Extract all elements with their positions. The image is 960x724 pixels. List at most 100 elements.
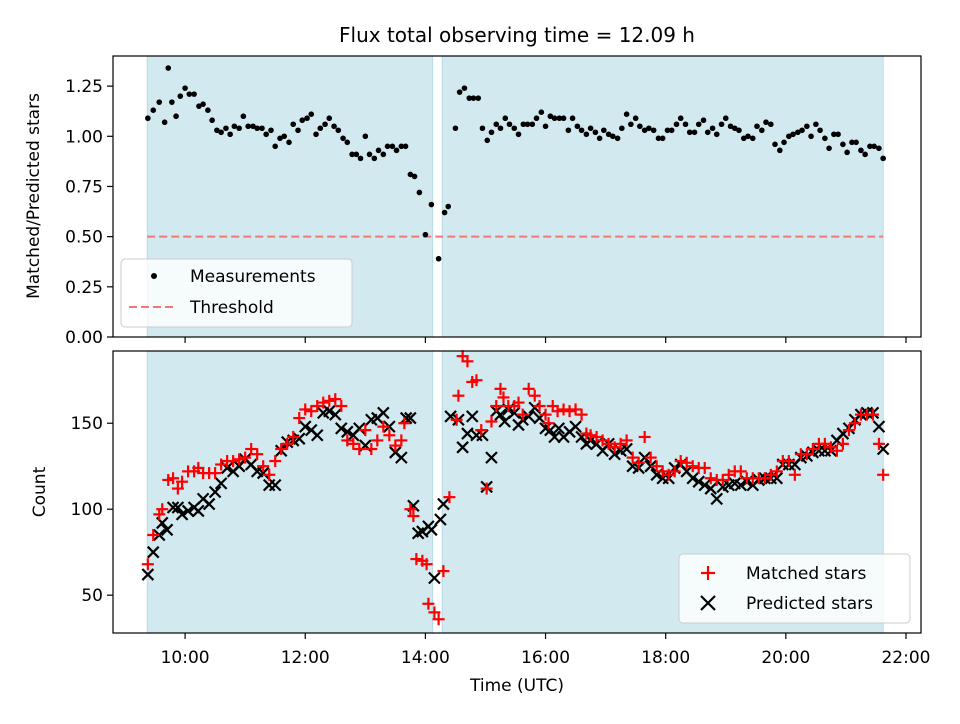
matched-star-point (539, 408, 552, 421)
predicted-star-point (456, 441, 469, 454)
measurement-point (551, 115, 558, 122)
measurement-point (497, 125, 504, 132)
measurement-point (281, 133, 288, 140)
matched-star-point (490, 400, 503, 413)
measurement-point (822, 135, 828, 142)
measurement-point (362, 133, 369, 140)
predicted-star-point (425, 523, 438, 537)
predicted-star-point (377, 406, 390, 420)
measurement-point (407, 171, 414, 178)
y-tick-label: 0.75 (65, 177, 103, 197)
matched-star-point (596, 434, 609, 447)
predicted-star-point (328, 408, 342, 421)
predicted-star-point (256, 466, 270, 480)
predicted-star-point (166, 501, 180, 514)
measurement-point (763, 119, 769, 126)
matched-star-point (626, 451, 639, 464)
predicted-star-point (710, 492, 724, 506)
measurement-point (268, 127, 274, 134)
x-tick-label: 16:00 (521, 648, 570, 668)
predicted-star-point (437, 497, 450, 511)
y-tick-label: 150 (71, 414, 103, 434)
predicted-star-point (181, 504, 195, 518)
measurement-point (632, 115, 639, 122)
matched-star-point (287, 430, 300, 443)
measurement-point (538, 109, 545, 115)
y-tick-label: 0.25 (65, 278, 103, 298)
x-axis-label: Time (UTC) (469, 676, 564, 696)
matched-star-point (470, 374, 483, 387)
matched-star-point (584, 429, 597, 442)
predicted-star-point (552, 422, 566, 435)
bottom-x-ticks: 10:00 12:00 14:00 16:00 18:00 20:00 22:00 (161, 633, 930, 668)
measurement-point (150, 107, 157, 113)
matched-star-point (335, 400, 348, 413)
measurement-point (876, 145, 882, 152)
measurement-point (637, 123, 643, 130)
measurement-point (322, 121, 328, 128)
matched-star-point (450, 413, 463, 426)
measurement-point (569, 115, 576, 122)
measurement-point (214, 127, 220, 134)
matched-star-point (311, 400, 324, 413)
measurement-point (165, 65, 172, 71)
matched-star-point (614, 437, 627, 450)
measurement-point (435, 255, 442, 262)
measurement-point (461, 85, 468, 91)
measurement-point (704, 129, 711, 136)
measurement-point (156, 99, 163, 105)
matched-star-point (167, 472, 180, 485)
measurement-point (826, 145, 832, 152)
measurement-point (313, 131, 319, 138)
matched-star-point (782, 455, 795, 468)
measurement-point (731, 125, 738, 132)
top-legend-box (120, 258, 353, 328)
measurement-point (452, 125, 459, 132)
matched-star-point (533, 400, 546, 413)
legend-matched-label: Matched stars (746, 564, 866, 584)
measurement-point (601, 127, 607, 134)
measurement-point (700, 117, 707, 124)
measurement-point (416, 189, 423, 196)
matched-star-point (848, 417, 861, 430)
matched-star-point (551, 405, 564, 418)
measurement-point (520, 121, 527, 128)
measurement-point (502, 115, 509, 122)
measurement-point (713, 131, 720, 138)
measurement-point (173, 113, 179, 120)
measurement-point (610, 133, 616, 140)
measurement-point (259, 125, 265, 132)
matched-star-point (722, 468, 735, 481)
predicted-star-point (692, 475, 706, 488)
predicted-star-point (465, 410, 479, 423)
measurement-point (380, 151, 387, 158)
measurement-point (375, 147, 382, 154)
matched-star-point (516, 408, 529, 421)
measurement-point (349, 151, 355, 158)
observing-interval (146, 350, 434, 634)
matched-star-point (872, 437, 885, 450)
measurement-point (272, 143, 279, 150)
matched-star-point (359, 424, 372, 437)
measurement-point (263, 131, 269, 138)
y-tick-label: 1.00 (65, 127, 103, 147)
matched-star-point (410, 553, 423, 566)
matched-star-point (557, 403, 570, 416)
measurement-point (727, 123, 734, 130)
matched-star-point (461, 355, 474, 368)
bottom-axes-frame (112, 350, 922, 634)
matched-star-point (141, 558, 154, 571)
measurement-point (673, 121, 680, 128)
matched-star-point (299, 403, 312, 416)
matched-star-point (263, 468, 276, 481)
measurement-point (686, 129, 693, 136)
predicted-star-point (395, 451, 408, 464)
y-tick-label: 50 (81, 586, 103, 606)
matched-star-point (818, 437, 831, 450)
measurement-point (722, 115, 729, 122)
matched-star-point (347, 437, 360, 450)
matched-star-point (758, 472, 771, 485)
measurement-point (768, 121, 774, 128)
measurement-point (754, 123, 760, 130)
